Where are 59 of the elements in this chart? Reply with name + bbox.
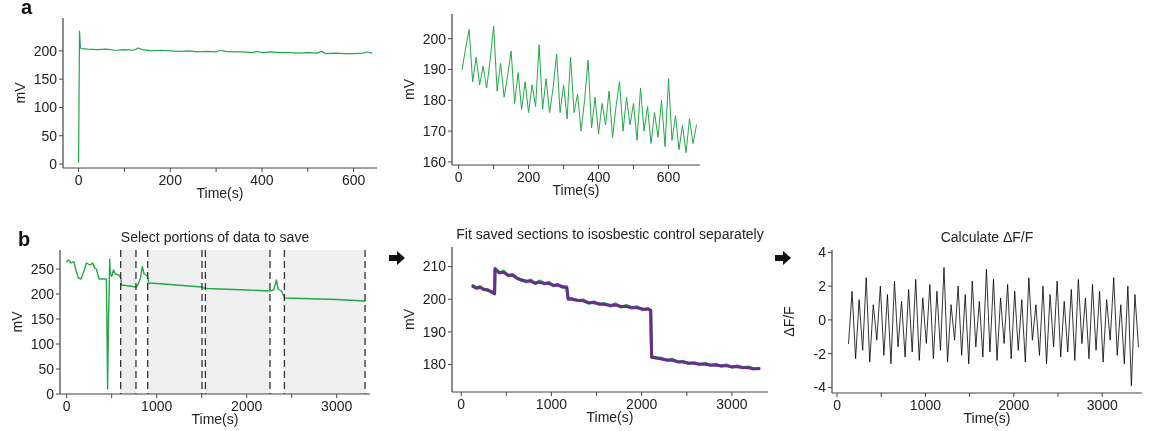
y-tick-label: 150: [33, 71, 58, 88]
x-tick-label: 200: [516, 169, 541, 185]
text: b: [18, 228, 31, 250]
x-tick-label: 1000: [141, 398, 173, 414]
x-tick-label: 3000: [1086, 397, 1118, 413]
x-tick-label: 1000: [909, 397, 942, 413]
y-tick-label: 160: [422, 153, 447, 170]
x-tick-label: 600: [341, 172, 366, 188]
y-tick-label: -2: [813, 345, 827, 362]
x-axis-title: Time(s): [586, 409, 634, 425]
x-tick-label: 2000: [998, 397, 1030, 413]
y-axis-title: ΔF/F: [781, 306, 797, 337]
x-tick-label: 600: [656, 169, 681, 185]
x-tick-label: 1000: [535, 396, 568, 412]
y-tick-label: 100: [30, 335, 55, 352]
x-tick-label: 0: [74, 172, 83, 188]
y-tick-label: -4: [813, 379, 827, 396]
y-tick-label: 4: [818, 244, 827, 261]
x-tick-label: 400: [586, 169, 611, 185]
y-tick-label: 190: [422, 323, 447, 340]
x-tick-label: 0: [833, 397, 842, 413]
x-tick-label: 400: [250, 172, 274, 188]
chart-title: Select portions of data to save: [120, 229, 310, 245]
y-tick-label: 180: [422, 92, 447, 109]
y-tick-label: 200: [422, 291, 447, 308]
y-axis-title: mV: [9, 310, 25, 333]
y-axis-title: mV: [12, 81, 28, 104]
y-axis-title: mV: [401, 308, 417, 330]
y-tick-label: 2: [818, 278, 827, 295]
x-axis-title: Time(s): [963, 410, 1011, 426]
x-tick-label: 0: [62, 398, 71, 414]
y-tick-label: 170: [422, 123, 447, 139]
x-tick-label: 3000: [321, 398, 353, 414]
x-axis-title: Time(s): [191, 411, 239, 427]
y-tick-label: 100: [33, 99, 58, 116]
x-tick-label: 2000: [231, 398, 263, 414]
y-tick-label: 250: [30, 260, 55, 277]
y-tick-label: 50: [38, 360, 55, 377]
y-tick-label: 200: [422, 30, 447, 47]
x-tick-label: 0: [454, 169, 463, 185]
y-tick-label: 0: [49, 155, 58, 172]
y-tick-label: 210: [422, 258, 447, 275]
y-tick-label: 200: [30, 285, 55, 302]
x-axis-title: Time(s): [552, 182, 600, 198]
y-tick-label: 200: [33, 42, 58, 59]
y-tick-label: 0: [818, 311, 827, 328]
chart-title: Calculate ΔF/F: [940, 229, 1034, 245]
chart-title: Fit saved sections to isosbestic control separately: [456, 226, 764, 242]
y-tick-label: 150: [30, 310, 55, 327]
y-tick-label: 50: [41, 127, 58, 144]
y-tick-label: 180: [422, 356, 447, 373]
y-axis-title: mV: [401, 78, 417, 100]
text: a: [21, 0, 33, 18]
x-axis-title: Time(s): [196, 185, 244, 201]
x-tick-label: 2000: [626, 396, 658, 412]
x-tick-label: 0: [457, 396, 466, 412]
x-tick-label: 200: [158, 172, 183, 188]
x-tick-label: 3000: [716, 396, 748, 412]
y-tick-label: 190: [422, 61, 447, 78]
